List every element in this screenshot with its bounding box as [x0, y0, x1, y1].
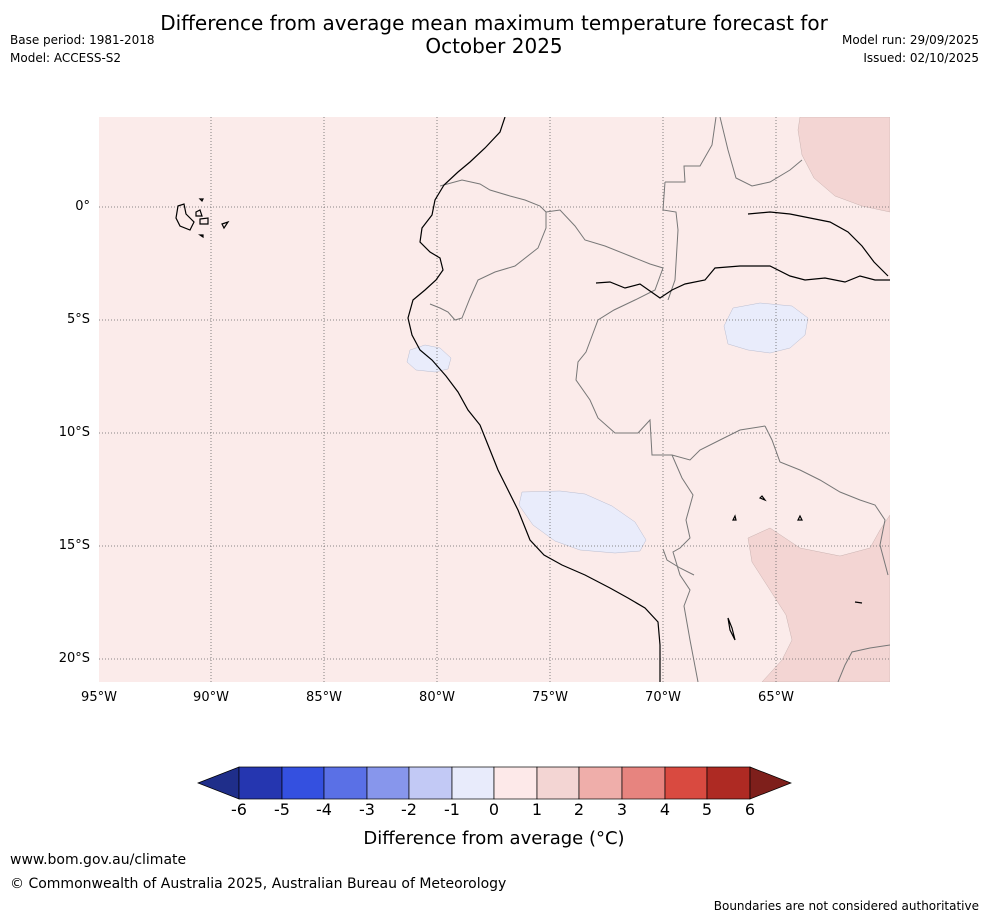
anomaly-region-andes — [518, 490, 647, 554]
colorbar-tick: -5 — [274, 800, 290, 819]
lon-label-85w: 85°W — [306, 690, 342, 705]
colorbar-bin — [323, 766, 368, 800]
country-borders — [429, 117, 890, 682]
colorbar — [197, 766, 792, 800]
lon-label-70w: 70°W — [645, 690, 681, 705]
anomaly-region-southeast — [747, 514, 890, 682]
meta-left: Base period: 1981-2018 Model: ACCESS-S2 — [10, 31, 155, 67]
footer-copyright: © Commonwealth of Australia 2025, Austra… — [10, 876, 507, 892]
colorbar-tick: 0 — [488, 800, 500, 819]
colorbar-tick: -6 — [231, 800, 247, 819]
colorbar-bin — [366, 766, 410, 800]
colorbar-tick: -3 — [359, 800, 375, 819]
title-line-1: Difference from average mean maximum tem… — [160, 11, 828, 35]
title-line-2: October 2025 — [425, 34, 563, 58]
colorbar-tick: 6 — [744, 800, 756, 819]
lon-label-80w: 80°W — [419, 690, 455, 705]
chart-title: Difference from average mean maximum tem… — [0, 12, 988, 58]
colorbar-max-arrow — [749, 766, 792, 800]
colorbar-bin — [621, 766, 666, 800]
lon-label-90w: 90°W — [193, 690, 229, 705]
colorbar-bin — [664, 766, 708, 800]
lat-label-0: 0° — [75, 199, 90, 214]
colorbar-tick: 1 — [531, 800, 543, 819]
map-background — [99, 117, 890, 682]
lat-label-15s: 15°S — [58, 538, 90, 553]
colorbar-bin — [408, 766, 453, 800]
colorbar-bin — [578, 766, 623, 800]
colorbar-bin — [536, 766, 580, 800]
footer-url[interactable]: www.bom.gov.au/climate — [10, 852, 187, 868]
colorbar-label: Difference from average (°C) — [363, 828, 625, 849]
model-name: Model: ACCESS-S2 — [10, 51, 122, 65]
colorbar-bin — [451, 766, 495, 800]
lon-label-95w: 95°W — [81, 690, 117, 705]
anomaly-region-coast — [406, 344, 452, 373]
colorbar-bin — [281, 766, 325, 800]
colorbar-bin — [706, 766, 751, 800]
colorbar-tick: 5 — [701, 800, 713, 819]
footer-disclaimer: Boundaries are not considered authoritat… — [713, 899, 979, 913]
model-run: Model run: 29/09/2025 — [841, 33, 979, 47]
lon-label-65w: 65°W — [758, 690, 794, 705]
anomaly-region-northeast — [797, 117, 890, 213]
lat-label-20s: 20°S — [58, 651, 90, 666]
colorbar-tick: -1 — [444, 800, 460, 819]
galapagos-islands — [175, 198, 230, 239]
lat-label-10s: 10°S — [58, 425, 90, 440]
base-period: Base period: 1981-2018 — [10, 33, 155, 47]
coastline — [407, 117, 890, 682]
colorbar-tick: -2 — [401, 800, 417, 819]
colorbar-tick: 4 — [659, 800, 671, 819]
issued-date: Issued: 02/10/2025 — [863, 51, 979, 65]
lon-label-75w: 75°W — [532, 690, 568, 705]
graticule — [99, 117, 890, 682]
meta-right: Model run: 29/09/2025 Issued: 02/10/2025 — [842, 31, 979, 67]
anomaly-region-amazon — [723, 302, 809, 354]
colorbar-bin — [493, 766, 538, 800]
colorbar-min-arrow — [197, 766, 240, 800]
colorbar-bin — [238, 766, 283, 800]
lat-label-5s: 5°S — [66, 312, 90, 327]
colorbar-tick: -4 — [316, 800, 332, 819]
colorbar-tick: 3 — [616, 800, 628, 819]
colorbar-tick: 2 — [573, 800, 585, 819]
